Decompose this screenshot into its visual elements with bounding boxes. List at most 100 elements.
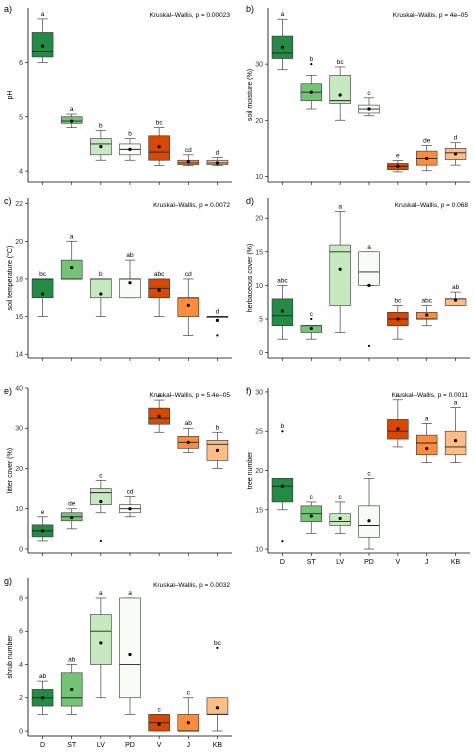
- significance-letter: abc: [421, 298, 432, 305]
- box-J: cd: [177, 147, 200, 167]
- box-J: abc: [416, 298, 438, 327]
- y-tick-label: 20: [255, 216, 263, 223]
- y-tick-label: 30: [15, 426, 23, 433]
- y-tick-label: 20: [255, 468, 263, 475]
- x-tick-label: KB: [213, 742, 223, 749]
- significance-letter: c: [99, 473, 103, 480]
- mean-point: [128, 281, 132, 285]
- y-tick-label: 20: [15, 239, 23, 246]
- mean-point: [186, 160, 190, 164]
- significance-letter: b: [281, 423, 285, 430]
- outlier-point: [216, 334, 219, 337]
- x-tick-label: J: [187, 742, 191, 749]
- box-D: ab: [31, 673, 54, 715]
- y-axis-title: shrub number: [7, 635, 14, 679]
- kruskal-wallis-stat: Kruskal–Wallis, p = 5.4e–05: [149, 392, 230, 399]
- y-tick-label: 4: [19, 662, 23, 669]
- significance-letter: b: [99, 122, 103, 129]
- x-tick-label: D: [40, 742, 45, 749]
- panel-label: e): [4, 386, 12, 396]
- y-tick-label: 30: [255, 62, 263, 69]
- significance-letter: b: [99, 271, 103, 278]
- mean-point: [157, 288, 161, 292]
- panel-g: 0 2 4 6 8 D ST LV PD V J KB shrub number g) Kruskal–Wa…: [4, 576, 232, 749]
- significance-letter: c: [158, 706, 162, 713]
- box-ST: a: [60, 106, 83, 128]
- significance-letter: cd: [185, 271, 192, 278]
- y-tick-label: 40: [15, 386, 23, 393]
- box-body: [60, 259, 83, 280]
- significance-letter: ab: [39, 673, 47, 680]
- y-tick-label: 4: [19, 169, 23, 176]
- mean-point: [215, 318, 220, 322]
- significance-letter: c: [339, 494, 343, 501]
- mean-point: [70, 266, 74, 270]
- box-J: cd: [177, 271, 200, 336]
- panel-e: 0 10 20 30 40 litter cover (%) e) Kruskal–Walli…: [4, 386, 232, 556]
- mean-point: [453, 152, 458, 156]
- panel-label: c): [4, 196, 12, 206]
- mean-point: [280, 309, 285, 313]
- significance-letter: d: [216, 309, 220, 316]
- box-ST: c: [300, 494, 322, 534]
- y-tick-label: 30: [255, 389, 263, 396]
- mean-point: [99, 499, 103, 504]
- significance-letter: a: [338, 203, 342, 210]
- mean-point: [40, 529, 45, 533]
- significance-letter: bc: [39, 271, 47, 278]
- box-KB: d: [444, 135, 467, 166]
- box-V: bc: [387, 298, 409, 340]
- box-body: [329, 244, 351, 306]
- significance-letter: ab: [126, 252, 134, 259]
- outlier-point: [216, 646, 219, 649]
- box-ST: b: [300, 56, 322, 110]
- box-body: [358, 251, 380, 286]
- mean-point: [367, 519, 371, 523]
- box-body: [271, 478, 294, 503]
- mean-point: [40, 44, 45, 48]
- significance-letter: de: [68, 501, 76, 508]
- box-J: a: [416, 415, 438, 463]
- mean-point: [425, 313, 429, 317]
- box-body: [329, 75, 351, 104]
- y-tick-label: 14: [15, 352, 23, 359]
- mean-point: [186, 721, 190, 725]
- significance-letter: bc: [214, 640, 222, 647]
- y-tick-label: 20: [15, 466, 23, 473]
- significance-letter: abc: [154, 271, 165, 278]
- x-tick-label: KB: [451, 559, 461, 566]
- mean-point: [99, 641, 103, 645]
- mean-point: [367, 283, 371, 287]
- box-body: [119, 597, 141, 699]
- box-KB: a: [444, 400, 467, 463]
- mean-point: [70, 687, 74, 692]
- x-tick-label: ST: [307, 559, 317, 566]
- x-tick-label: PD: [125, 742, 135, 749]
- box-KB: b: [206, 424, 229, 469]
- box-ST: ab: [60, 656, 83, 715]
- box-PD: a: [119, 590, 141, 715]
- mean-point: [425, 446, 429, 451]
- significance-letter: ab: [452, 284, 460, 291]
- significance-letter: e: [41, 509, 45, 516]
- mean-point: [338, 516, 342, 521]
- significance-letter: e: [396, 153, 400, 160]
- mean-point: [338, 93, 342, 97]
- mean-point: [128, 147, 132, 151]
- kruskal-wallis-stat: Kruskal–Wallis, p = 0.0072: [153, 202, 230, 209]
- x-tick-label: ST: [67, 742, 77, 749]
- y-tick-label: 18: [15, 276, 23, 283]
- significance-letter: a: [157, 392, 161, 399]
- mean-point: [396, 427, 400, 431]
- significance-letter: cd: [185, 147, 192, 154]
- mean-point: [215, 706, 220, 710]
- y-tick-label: 10: [255, 547, 263, 554]
- mean-point: [453, 439, 458, 443]
- y-tick-label: 16: [15, 314, 23, 321]
- box-PD: c: [358, 90, 380, 117]
- mean-point: [280, 484, 285, 488]
- kruskal-wallis-stat: Kruskal–Wallis, p = 0.00023: [149, 12, 230, 19]
- x-tick-label: D: [280, 559, 285, 566]
- outlier-point: [99, 539, 102, 543]
- outlier-point: [281, 430, 284, 433]
